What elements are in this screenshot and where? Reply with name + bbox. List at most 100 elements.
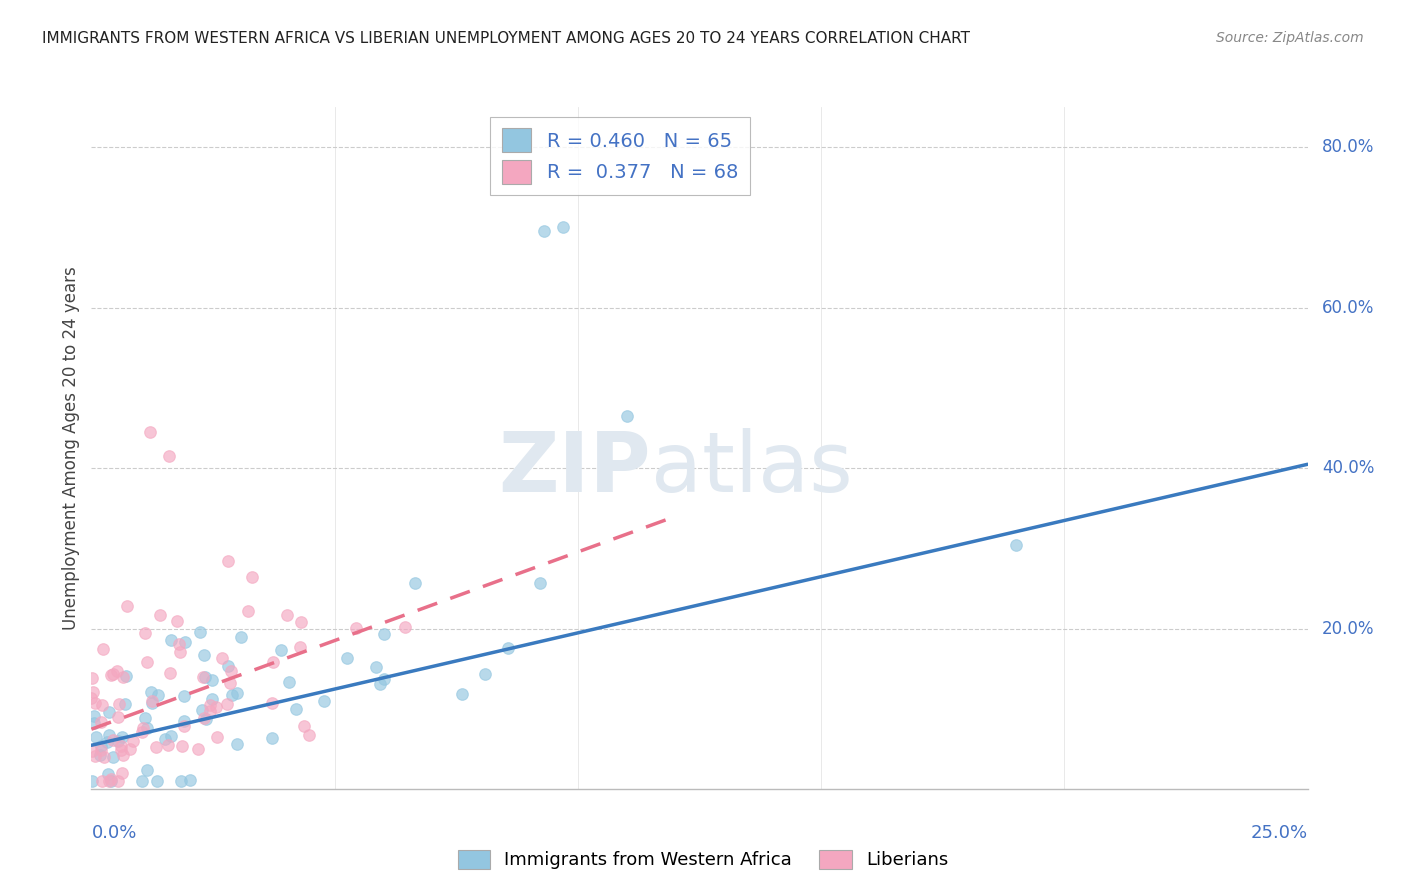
Point	[107, 734, 129, 748]
Point	[225, 737, 247, 751]
Point	[84, 730, 107, 744]
Point	[114, 697, 136, 711]
Point	[553, 220, 575, 235]
Point	[198, 704, 221, 718]
Point	[110, 739, 132, 753]
Point	[194, 712, 217, 726]
Point	[139, 685, 162, 699]
Point	[217, 553, 239, 568]
Point	[98, 705, 121, 719]
Point	[205, 700, 228, 714]
Point	[111, 766, 134, 780]
Point	[141, 693, 163, 707]
Point	[166, 614, 188, 628]
Point	[529, 575, 551, 590]
Point	[533, 224, 555, 238]
Point	[82, 774, 104, 789]
Point	[218, 675, 240, 690]
Point	[141, 696, 163, 710]
Point	[149, 607, 172, 622]
Point	[240, 570, 263, 584]
Point	[174, 635, 197, 649]
Text: 80.0%: 80.0%	[1322, 138, 1375, 156]
Point	[188, 624, 211, 639]
Point	[97, 728, 120, 742]
Point	[211, 650, 233, 665]
Point	[115, 599, 138, 613]
Point	[336, 650, 359, 665]
Point	[290, 615, 312, 629]
Point	[131, 725, 153, 739]
Point	[616, 409, 638, 423]
Point	[191, 703, 214, 717]
Point	[1004, 537, 1026, 551]
Point	[157, 450, 180, 464]
Point	[139, 425, 162, 439]
Point	[260, 731, 283, 746]
Point	[221, 664, 243, 678]
Point	[110, 743, 132, 757]
Point	[103, 733, 125, 747]
Point	[394, 619, 416, 633]
Point	[82, 671, 104, 685]
Point	[496, 640, 519, 655]
Point	[193, 648, 215, 662]
Point	[115, 668, 138, 682]
Point	[118, 742, 141, 756]
Point	[111, 747, 134, 762]
Point	[111, 730, 134, 744]
Point	[270, 643, 292, 657]
Text: 40.0%: 40.0%	[1322, 459, 1375, 477]
Text: atlas: atlas	[651, 428, 852, 509]
Text: IMMIGRANTS FROM WESTERN AFRICA VS LIBERIAN UNEMPLOYMENT AMONG AGES 20 TO 24 YEAR: IMMIGRANTS FROM WESTERN AFRICA VS LIBERI…	[42, 31, 970, 46]
Point	[83, 715, 105, 730]
Point	[90, 714, 112, 729]
Point	[103, 667, 125, 681]
Point	[172, 739, 194, 753]
Point	[344, 621, 367, 635]
Point	[135, 655, 157, 669]
Point	[312, 694, 335, 708]
Point	[89, 747, 111, 762]
Point	[84, 696, 107, 710]
Point	[277, 675, 299, 690]
Point	[169, 645, 191, 659]
Point	[285, 702, 308, 716]
Point	[198, 698, 221, 712]
Point	[93, 750, 115, 764]
Text: 0.0%: 0.0%	[91, 823, 136, 841]
Point	[90, 739, 112, 753]
Point	[292, 719, 315, 733]
Point	[146, 688, 169, 702]
Point	[83, 709, 105, 723]
Point	[153, 732, 176, 747]
Text: 60.0%: 60.0%	[1322, 299, 1375, 317]
Point	[105, 664, 128, 678]
Point	[107, 774, 129, 789]
Point	[160, 633, 183, 648]
Point	[298, 728, 321, 742]
Point	[262, 697, 284, 711]
Point	[194, 670, 217, 684]
Point	[404, 575, 426, 590]
Point	[236, 605, 259, 619]
Point	[290, 640, 312, 654]
Point	[82, 685, 104, 699]
Point	[101, 749, 124, 764]
Point	[132, 721, 155, 735]
Legend: Immigrants from Western Africa, Liberians: Immigrants from Western Africa, Liberian…	[449, 840, 957, 879]
Point	[276, 608, 298, 623]
Y-axis label: Unemployment Among Ages 20 to 24 years: Unemployment Among Ages 20 to 24 years	[62, 267, 80, 630]
Point	[159, 666, 181, 681]
Point	[98, 773, 121, 788]
Point	[107, 710, 129, 724]
Point	[80, 690, 103, 705]
Point	[205, 730, 228, 744]
Point	[157, 738, 180, 752]
Point	[146, 774, 169, 789]
Point	[121, 734, 143, 748]
Point	[221, 688, 243, 702]
Point	[169, 637, 191, 651]
Legend: R = 0.460   N = 65, R =  0.377   N = 68: R = 0.460 N = 65, R = 0.377 N = 68	[491, 117, 749, 195]
Point	[225, 686, 247, 700]
